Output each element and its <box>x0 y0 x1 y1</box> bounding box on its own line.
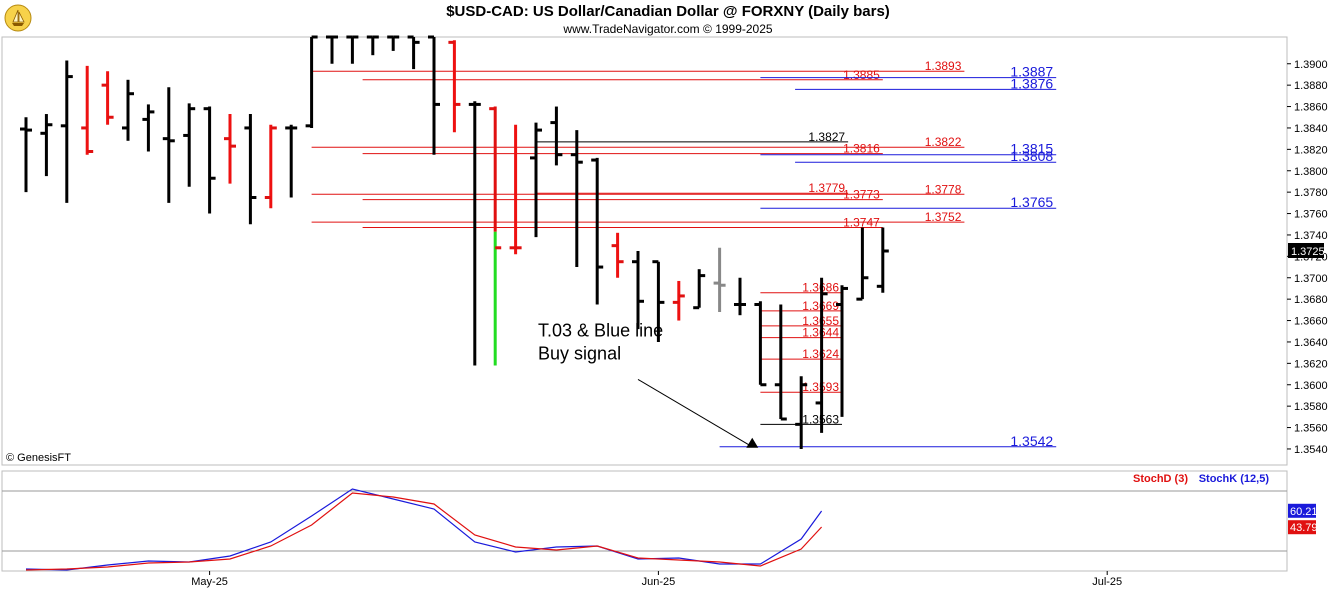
y-tick-label: 1.3680 <box>1294 294 1328 306</box>
level-label: 1.3747 <box>843 215 880 229</box>
level-label: 1.3765 <box>1010 194 1053 210</box>
annotation-text: T.03 & Blue line <box>538 321 663 341</box>
y-tick-label: 1.3560 <box>1294 423 1328 435</box>
level-label: 1.3808 <box>1010 148 1053 164</box>
osc-series-line <box>25 488 823 571</box>
level-label: 1.3779 <box>808 181 845 195</box>
price-panel-frame <box>1 36 1288 466</box>
y-tick-label: 1.3800 <box>1294 166 1328 178</box>
osc-value-box <box>1288 503 1316 518</box>
level-label: 1.3827 <box>808 130 845 144</box>
y-tick-label: 1.3880 <box>1294 80 1328 92</box>
watermark: © GenesisFT <box>6 452 71 464</box>
annotation-text: Buy signal <box>538 344 621 364</box>
level-label: 1.3885 <box>843 68 880 82</box>
y-tick-label: 1.3760 <box>1294 209 1328 221</box>
level-label: 1.3887 <box>1010 64 1053 80</box>
current-price-box <box>1288 243 1324 258</box>
chart-title: $USD-CAD: US Dollar/Canadian Dollar @ FO… <box>446 3 890 20</box>
level-label: 1.3816 <box>843 142 880 156</box>
oscillator-panel-frame <box>1 470 1288 572</box>
level-label: 1.3542 <box>1010 433 1053 449</box>
osc-value-box <box>1288 520 1316 535</box>
y-tick-label: 1.3640 <box>1294 337 1328 349</box>
y-tick-label: 1.3840 <box>1294 123 1328 135</box>
osc-legend-entry: StochK (12,5) <box>1199 473 1270 485</box>
y-tick-label: 1.3700 <box>1294 273 1328 285</box>
x-tick-label: Jun-25 <box>642 576 676 588</box>
level-label: 1.3876 <box>1010 75 1053 91</box>
x-tick-label: May-25 <box>191 576 228 588</box>
current-price-label: 1.3725 <box>1291 246 1325 258</box>
y-tick-label: 1.3740 <box>1294 230 1328 242</box>
level-label: 1.3752 <box>925 210 962 224</box>
chart-subtitle: www.TradeNavigator.com © 1999-2025 <box>563 22 773 36</box>
osc-legend-entry: StochD (3) <box>1133 473 1188 485</box>
osc-value-label: 43.79 <box>1290 522 1318 534</box>
sailboat-logo-icon <box>4 4 32 32</box>
y-tick-label: 1.3580 <box>1294 401 1328 413</box>
level-label: 1.3822 <box>925 135 962 149</box>
y-tick-label: 1.3860 <box>1294 102 1328 114</box>
y-tick-label: 1.3600 <box>1294 380 1328 392</box>
level-label: 1.3778 <box>925 182 962 196</box>
y-tick-label: 1.3900 <box>1294 59 1328 71</box>
osc-value-label: 60.21 <box>1290 506 1318 518</box>
y-tick-label: 1.3660 <box>1294 316 1328 328</box>
osc-series-line <box>25 492 823 571</box>
level-label: 1.3815 <box>1010 141 1053 157</box>
y-tick-label: 1.3620 <box>1294 358 1328 370</box>
y-tick-label: 1.3820 <box>1294 144 1328 156</box>
level-label: 1.3893 <box>925 59 962 73</box>
annotation-arrow-line <box>637 378 753 448</box>
y-tick-label: 1.3780 <box>1294 187 1328 199</box>
y-tick-label: 1.3540 <box>1294 444 1328 456</box>
level-label: 1.3773 <box>843 188 880 202</box>
x-tick-label: Jul-25 <box>1092 576 1122 588</box>
annotation-arrow-head-icon <box>746 437 759 448</box>
